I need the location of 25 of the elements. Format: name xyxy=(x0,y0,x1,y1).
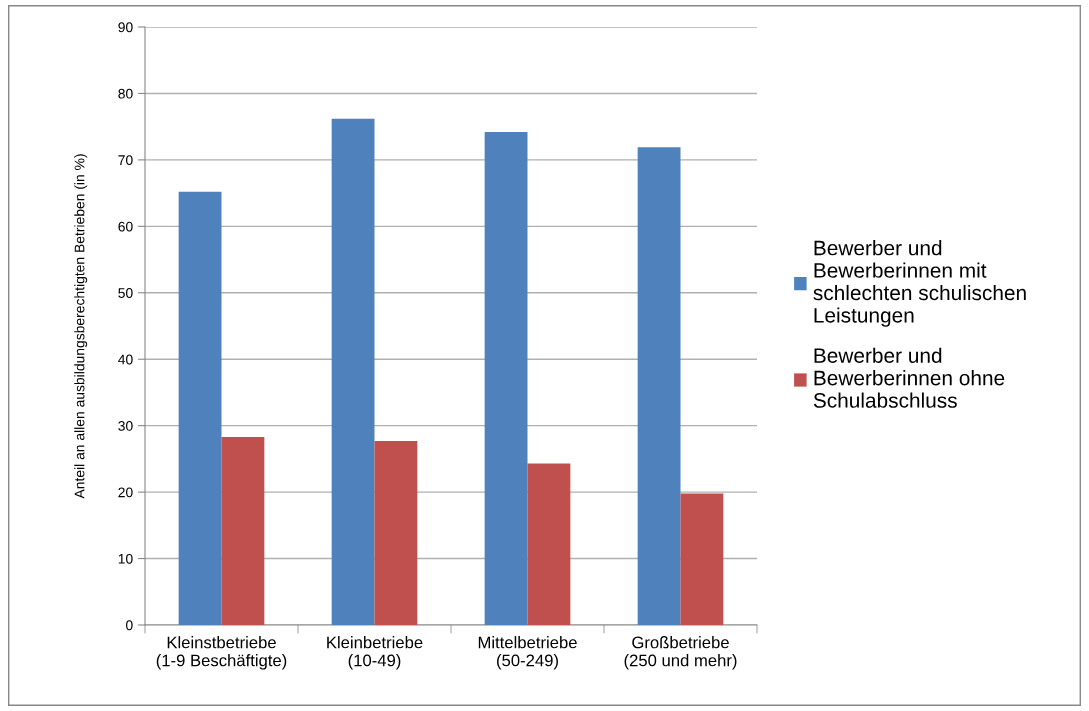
bar xyxy=(637,147,681,625)
bar xyxy=(331,118,375,625)
bar xyxy=(527,463,571,625)
x-tick-label: Kleinbetriebe (10-49) xyxy=(327,636,423,670)
y-tick-label: 0 xyxy=(126,620,133,631)
x-tick-label: Mittelbetriebe (50-249) xyxy=(478,636,577,670)
y-tick-label: 80 xyxy=(118,88,133,99)
x-tick-label: Kleinstbetriebe (1-9 Beschäftigte) xyxy=(156,636,287,670)
y-tick-label: 40 xyxy=(118,354,133,365)
y-tick-label: 70 xyxy=(118,155,133,166)
bar xyxy=(178,191,222,625)
y-tick-label: 10 xyxy=(118,553,133,564)
y-axis-title: Anteil an allen ausbildungsberechtigten Betrieben (in %) xyxy=(74,154,88,499)
bar xyxy=(374,440,418,625)
legend-label: Bewerber und Bewerberinnen mit schlechten schulischen Leistungen xyxy=(813,240,1026,327)
y-tick-label: 30 xyxy=(118,421,133,431)
y-tick-label: 20 xyxy=(118,487,133,498)
y-tick-label: 60 xyxy=(118,221,133,232)
x-tick-label: Großbetriebe (250 und mehr) xyxy=(624,636,737,670)
bar xyxy=(221,436,265,625)
y-tick-label: 50 xyxy=(118,288,133,298)
bar xyxy=(680,493,724,625)
legend-label: Bewerber und Bewerberinnen ohne Schulabschluss xyxy=(813,347,1005,408)
bar xyxy=(484,131,528,625)
y-tick-label: 90 xyxy=(118,22,133,33)
